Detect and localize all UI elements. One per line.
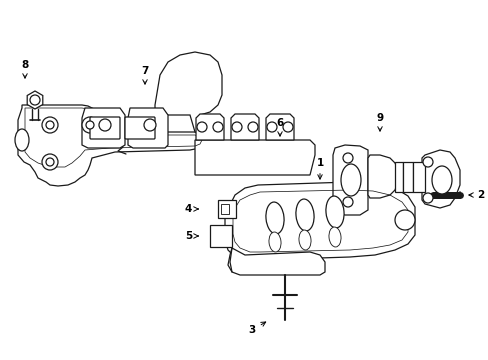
Polygon shape <box>27 91 43 109</box>
Polygon shape <box>196 114 224 140</box>
Polygon shape <box>402 162 412 192</box>
Circle shape <box>46 158 54 166</box>
Circle shape <box>266 122 276 132</box>
Polygon shape <box>421 150 459 208</box>
Polygon shape <box>128 108 168 148</box>
Circle shape <box>231 122 242 132</box>
Bar <box>218 200 236 218</box>
Ellipse shape <box>325 196 344 228</box>
Text: 5: 5 <box>184 231 198 241</box>
Text: 8: 8 <box>21 60 29 78</box>
Text: 9: 9 <box>376 113 383 131</box>
Circle shape <box>247 122 258 132</box>
Polygon shape <box>265 114 293 140</box>
Text: 2: 2 <box>468 190 483 200</box>
Ellipse shape <box>431 166 451 194</box>
Circle shape <box>46 121 54 129</box>
Text: 3: 3 <box>248 322 265 335</box>
Text: 7: 7 <box>141 66 148 84</box>
Circle shape <box>422 193 432 203</box>
Circle shape <box>213 122 223 132</box>
Circle shape <box>394 210 414 230</box>
Circle shape <box>86 121 94 129</box>
Polygon shape <box>82 108 125 148</box>
Polygon shape <box>367 155 397 198</box>
Ellipse shape <box>328 227 340 247</box>
Polygon shape <box>155 52 222 133</box>
Bar <box>221 204 228 214</box>
Circle shape <box>42 154 58 170</box>
Circle shape <box>342 197 352 207</box>
Circle shape <box>422 157 432 167</box>
Ellipse shape <box>298 230 310 250</box>
Circle shape <box>30 95 40 105</box>
Ellipse shape <box>15 129 29 151</box>
Circle shape <box>99 119 111 131</box>
FancyBboxPatch shape <box>125 117 155 139</box>
Circle shape <box>197 122 206 132</box>
Text: 1: 1 <box>316 158 323 179</box>
Circle shape <box>342 153 352 163</box>
Polygon shape <box>195 140 314 175</box>
Ellipse shape <box>295 199 313 231</box>
Polygon shape <box>18 105 206 186</box>
Ellipse shape <box>268 232 281 252</box>
Circle shape <box>283 122 292 132</box>
Circle shape <box>82 117 98 133</box>
Text: 6: 6 <box>276 118 283 136</box>
Circle shape <box>143 119 156 131</box>
Bar <box>209 225 231 247</box>
Polygon shape <box>227 248 325 275</box>
Polygon shape <box>230 114 259 140</box>
Ellipse shape <box>265 202 284 234</box>
Circle shape <box>42 117 58 133</box>
Polygon shape <box>412 162 424 192</box>
Text: 4: 4 <box>184 204 198 214</box>
Polygon shape <box>394 162 402 192</box>
Polygon shape <box>224 182 414 260</box>
FancyBboxPatch shape <box>90 117 120 139</box>
Polygon shape <box>332 145 367 215</box>
Ellipse shape <box>340 164 360 196</box>
